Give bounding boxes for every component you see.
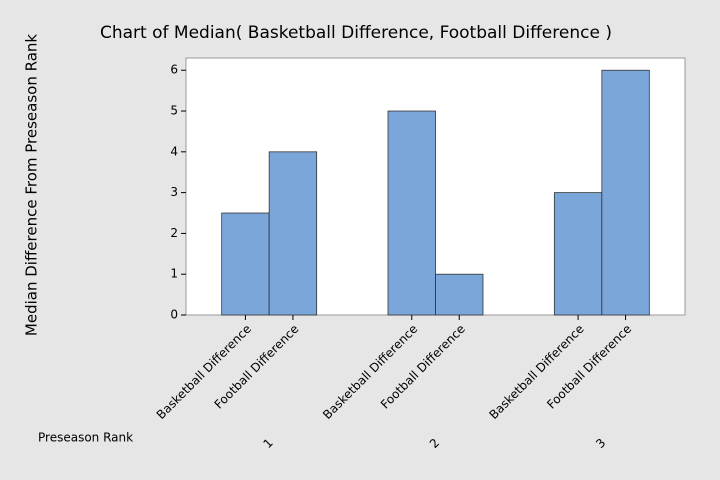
y-tick-label: 3 [170,185,178,199]
x-axis-title: Preseason Rank [38,431,133,445]
y-tick-label: 1 [170,267,178,281]
y-tick-label: 4 [170,144,178,158]
y-tick-label: 0 [170,308,178,322]
y-tick-label: 5 [170,104,178,118]
y-tick-label: 6 [170,63,178,77]
bar [601,69,650,316]
y-axis-title: Median Difference From Preseason Rank [23,34,41,336]
bar [221,212,270,316]
y-tick-label: 2 [170,226,178,240]
bar [553,192,603,316]
bar [387,110,436,316]
bar [268,151,318,316]
bar [435,273,484,316]
chart-title: Chart of Median( Basketball Difference, … [100,23,612,43]
